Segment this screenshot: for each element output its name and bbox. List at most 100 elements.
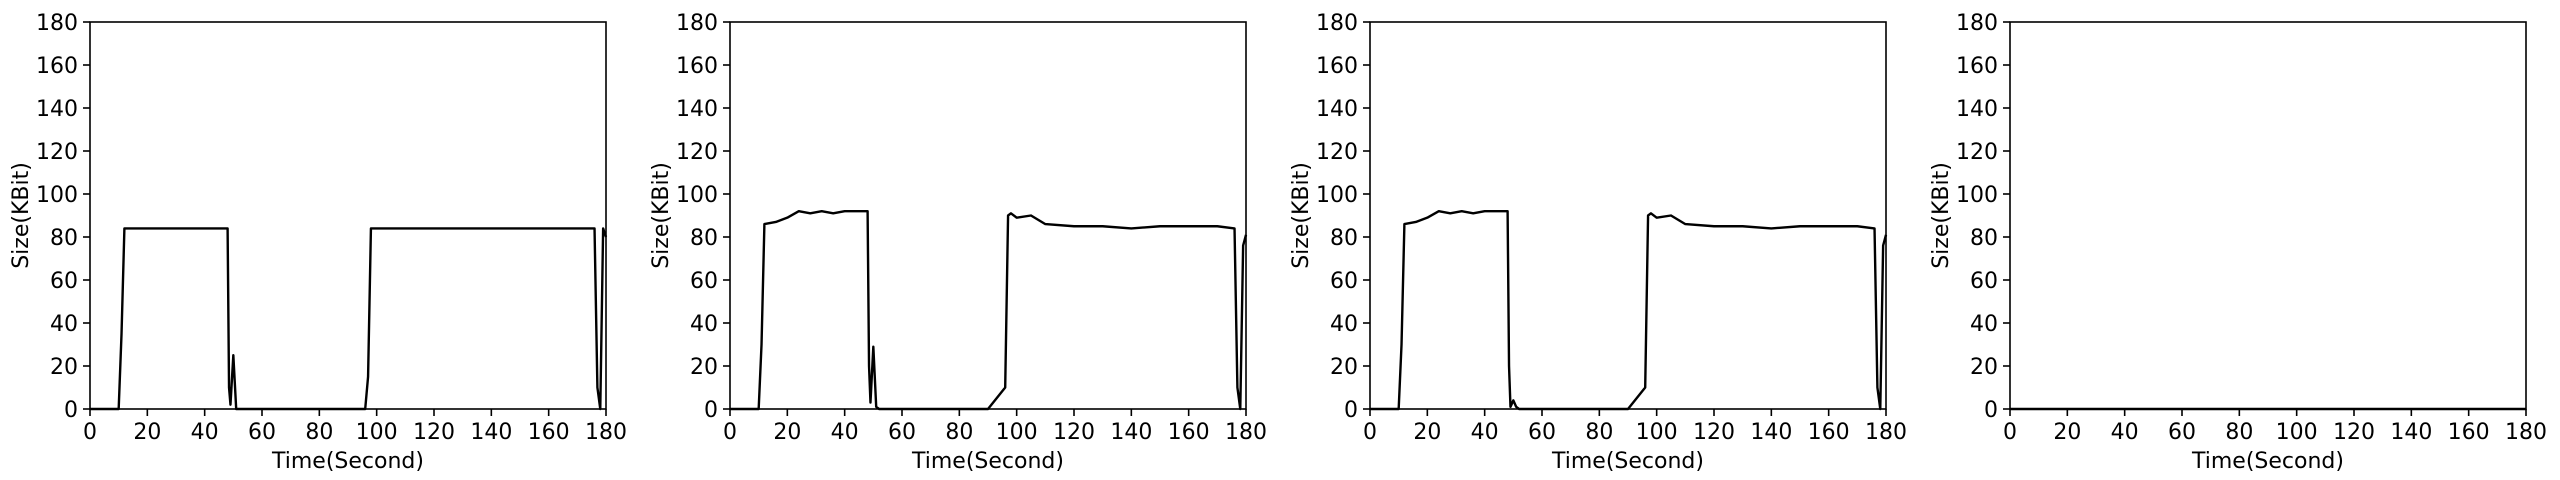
x-tick-label: 0	[723, 420, 737, 445]
x-tick-label: 0	[1363, 420, 1377, 445]
x-tick-label: 0	[2003, 420, 2017, 445]
x-tick-label: 180	[1225, 420, 1267, 445]
y-tick-label: 80	[1330, 226, 1358, 251]
x-tick-label: 60	[888, 420, 916, 445]
y-tick-label: 40	[1970, 312, 1998, 337]
y-tick-label: 60	[1970, 269, 1998, 294]
axes-frame	[89, 21, 607, 410]
chart-panel-2: 0 20 40 60 80 100 120 140 160 180 0 20 40 60 80 100 120 1…	[649, 11, 1267, 474]
y-tick-label: 160	[676, 54, 718, 79]
y-tick-label: 100	[1316, 183, 1358, 208]
x-tick-label: 100	[356, 420, 398, 445]
x-tick-label: 180	[1865, 420, 1907, 445]
x-tick-label: 80	[2225, 420, 2253, 445]
x-tick-label: 100	[996, 420, 1038, 445]
x-tick-label: 140	[470, 420, 512, 445]
x-tick-label: 140	[1750, 420, 1792, 445]
y-tick-label: 20	[1970, 355, 1998, 380]
y-tick-label: 20	[690, 355, 718, 380]
x-tick-label: 20	[1413, 420, 1441, 445]
x-axis-label: Time(Second)	[911, 449, 1064, 474]
x-tick-label: 60	[1528, 420, 1556, 445]
x-tick-label: 40	[831, 420, 859, 445]
axes-frame	[729, 21, 1247, 410]
y-tick-label: 60	[50, 269, 78, 294]
series-line-1	[1370, 210, 1888, 411]
series-line-1	[90, 227, 608, 411]
y-tick-label: 100	[676, 183, 718, 208]
y-tick-label: 80	[690, 226, 718, 251]
x-tick-label: 80	[305, 420, 333, 445]
y-tick-label: 120	[36, 140, 78, 165]
y-tick-label: 60	[690, 269, 718, 294]
y-tick-label: 160	[1316, 54, 1358, 79]
y-tick-label: 180	[676, 11, 718, 36]
y-axis-label: Size(KBit)	[649, 162, 674, 269]
axes-frame	[1369, 21, 1887, 410]
x-tick-label: 80	[1585, 420, 1613, 445]
y-tick-label: 160	[1956, 54, 1998, 79]
x-tick-label: 140	[2390, 420, 2432, 445]
x-tick-label: 140	[1110, 420, 1152, 445]
y-tick-label: 20	[50, 355, 78, 380]
x-tick-label: 0	[83, 420, 97, 445]
y-tick-label: 60	[1330, 269, 1358, 294]
y-tick-label: 0	[1984, 398, 1998, 423]
x-tick-label: 40	[1471, 420, 1499, 445]
x-tick-label: 120	[413, 420, 455, 445]
chart-panel-4: 0 20 40 60 80 100 120 140 160 180 0 20 40 60 80 100 120 1…	[1929, 11, 2547, 474]
y-axis-label: Size(KBit)	[1289, 162, 1314, 269]
y-axis-label: Size(KBit)	[9, 162, 34, 269]
axes-frame	[2009, 21, 2527, 410]
y-tick-label: 120	[1956, 140, 1998, 165]
x-tick-label: 120	[1693, 420, 1735, 445]
x-tick-label: 100	[1636, 420, 1678, 445]
y-tick-label: 40	[1330, 312, 1358, 337]
y-tick-label: 40	[50, 312, 78, 337]
y-tick-label: 20	[1330, 355, 1358, 380]
y-tick-label: 40	[690, 312, 718, 337]
y-tick-label: 120	[1316, 140, 1358, 165]
x-tick-label: 40	[2111, 420, 2139, 445]
y-tick-label: 180	[1956, 11, 1998, 36]
chart-panel-3: 0 20 40 60 80 100 120 140 160 180 0 20 40 60 80 100 120 1…	[1289, 11, 1907, 474]
x-tick-label: 20	[773, 420, 801, 445]
y-tick-label: 140	[36, 97, 78, 122]
x-tick-label: 120	[2333, 420, 2375, 445]
y-tick-label: 120	[676, 140, 718, 165]
y-tick-label: 180	[36, 11, 78, 36]
x-tick-label: 160	[1808, 420, 1850, 445]
y-axis-label: Size(KBit)	[1929, 162, 1954, 269]
y-tick-label: 140	[1956, 97, 1998, 122]
x-tick-label: 20	[2053, 420, 2081, 445]
y-tick-label: 80	[1970, 226, 1998, 251]
y-tick-label: 140	[1316, 97, 1358, 122]
y-tick-label: 80	[50, 226, 78, 251]
x-axis-label: Time(Second)	[271, 449, 424, 474]
x-tick-label: 160	[2448, 420, 2490, 445]
x-tick-label: 60	[2168, 420, 2196, 445]
x-axis-label: Time(Second)	[1551, 449, 1704, 474]
x-tick-label: 100	[2276, 420, 2318, 445]
y-tick-label: 0	[704, 398, 718, 423]
y-tick-label: 0	[1344, 398, 1358, 423]
y-tick-label: 140	[676, 97, 718, 122]
y-tick-label: 100	[1956, 183, 1998, 208]
x-tick-label: 180	[585, 420, 627, 445]
x-tick-label: 160	[1168, 420, 1210, 445]
chart-panel-1: 0 20 40 60 80 100 120 140 160 180 0 20 40 60 80 100 120 1…	[9, 11, 627, 474]
y-tick-label: 0	[64, 398, 78, 423]
x-tick-label: 80	[945, 420, 973, 445]
x-tick-label: 40	[191, 420, 219, 445]
x-tick-label: 160	[528, 420, 570, 445]
y-tick-label: 160	[36, 54, 78, 79]
series-line-1	[730, 210, 1248, 411]
x-tick-label: 120	[1053, 420, 1095, 445]
y-tick-label: 180	[1316, 11, 1358, 36]
x-tick-label: 180	[2505, 420, 2547, 445]
x-tick-label: 20	[133, 420, 161, 445]
y-tick-label: 100	[36, 183, 78, 208]
x-axis-label: Time(Second)	[2191, 449, 2344, 474]
x-tick-label: 60	[248, 420, 276, 445]
